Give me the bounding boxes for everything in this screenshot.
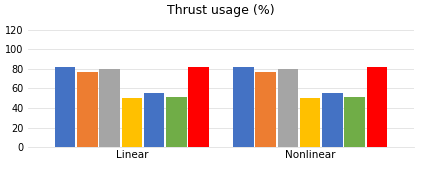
Bar (166, 97, 187, 147)
Bar (99, 69, 120, 147)
Title: Thrust usage (%): Thrust usage (%) (167, 4, 275, 17)
Bar (188, 67, 209, 147)
Bar (55, 67, 76, 147)
Bar (366, 67, 387, 147)
Legend: Thruster 1, Thruster 2, Thruster 3, Thruster 4, Thruster 5, Thruster 6, Max: Thruster 1, Thruster 2, Thruster 3, Thru… (26, 187, 416, 189)
Bar (322, 93, 343, 147)
Bar (278, 69, 298, 147)
Bar (300, 98, 320, 147)
Bar (122, 98, 142, 147)
Bar (344, 97, 365, 147)
Bar (255, 72, 276, 147)
Bar (144, 93, 164, 147)
Bar (77, 72, 98, 147)
Bar (233, 67, 254, 147)
